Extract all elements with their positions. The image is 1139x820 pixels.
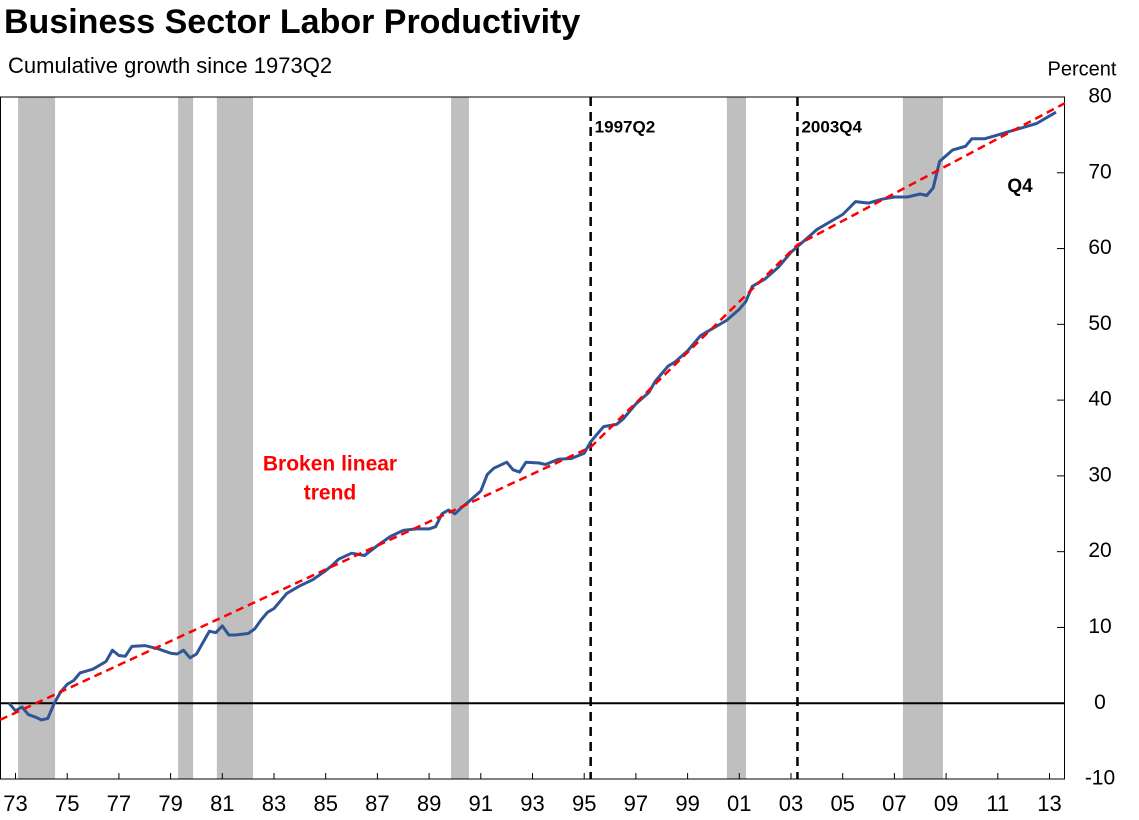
chart-title: Business Sector Labor Productivity <box>4 3 580 41</box>
x-tick-label: 89 <box>417 791 441 816</box>
x-tick-label: 99 <box>675 791 699 816</box>
break-label: 2003Q4 <box>801 117 862 136</box>
y-tick-label: 70 <box>1088 160 1111 183</box>
trend-line <box>0 101 1066 722</box>
recession-band <box>726 97 747 779</box>
y-tick-label: 20 <box>1088 539 1111 562</box>
x-tick-label: 73 <box>3 791 27 816</box>
y-tick-label: 0 <box>1094 691 1106 714</box>
x-tick-label: 13 <box>1037 791 1061 816</box>
x-tick-label: 77 <box>107 791 131 816</box>
y-tick-label: 80 <box>1088 85 1111 108</box>
trend-label: trend <box>304 482 357 505</box>
x-tick-label: 09 <box>934 791 958 816</box>
y-tick-label: 40 <box>1088 388 1111 411</box>
x-tick-label: 85 <box>313 791 337 816</box>
y-tick-label: 30 <box>1088 463 1111 486</box>
x-tick-label: 97 <box>624 791 648 816</box>
recession-band <box>18 97 56 779</box>
recession-band <box>216 97 254 779</box>
x-tick-label: 01 <box>727 791 751 816</box>
y-tick-label: 50 <box>1088 312 1111 335</box>
x-tick-label: 87 <box>365 791 389 816</box>
x-tick-label: 11 <box>986 791 1009 816</box>
y-tick-label: -10 <box>1085 767 1115 790</box>
trend-label: Broken linear <box>263 453 397 476</box>
x-tick-label: 91 <box>469 791 493 816</box>
x-tick-label: 81 <box>210 791 234 816</box>
y-tick-label: 60 <box>1088 236 1111 259</box>
recession-band <box>451 97 469 779</box>
x-tick-label: 05 <box>830 791 854 816</box>
x-tick-label: 93 <box>520 791 544 816</box>
break-label: 1997Q2 <box>595 117 656 136</box>
x-tick-label: 95 <box>572 791 596 816</box>
end-label: Q4 <box>1007 176 1033 197</box>
y-unit-label: Percent <box>1048 58 1117 80</box>
recession-band <box>178 97 194 779</box>
y-tick-label: 10 <box>1088 615 1111 638</box>
x-tick-label: 07 <box>882 791 906 816</box>
x-tick-label: 75 <box>55 791 79 816</box>
data-line <box>7 110 1057 722</box>
x-tick-label: 03 <box>779 791 803 816</box>
recession-band <box>902 97 943 779</box>
x-tick-label: 83 <box>262 791 286 816</box>
chart-subtitle: Cumulative growth since 1973Q2 <box>8 53 332 78</box>
x-tick-label: 79 <box>158 791 182 816</box>
